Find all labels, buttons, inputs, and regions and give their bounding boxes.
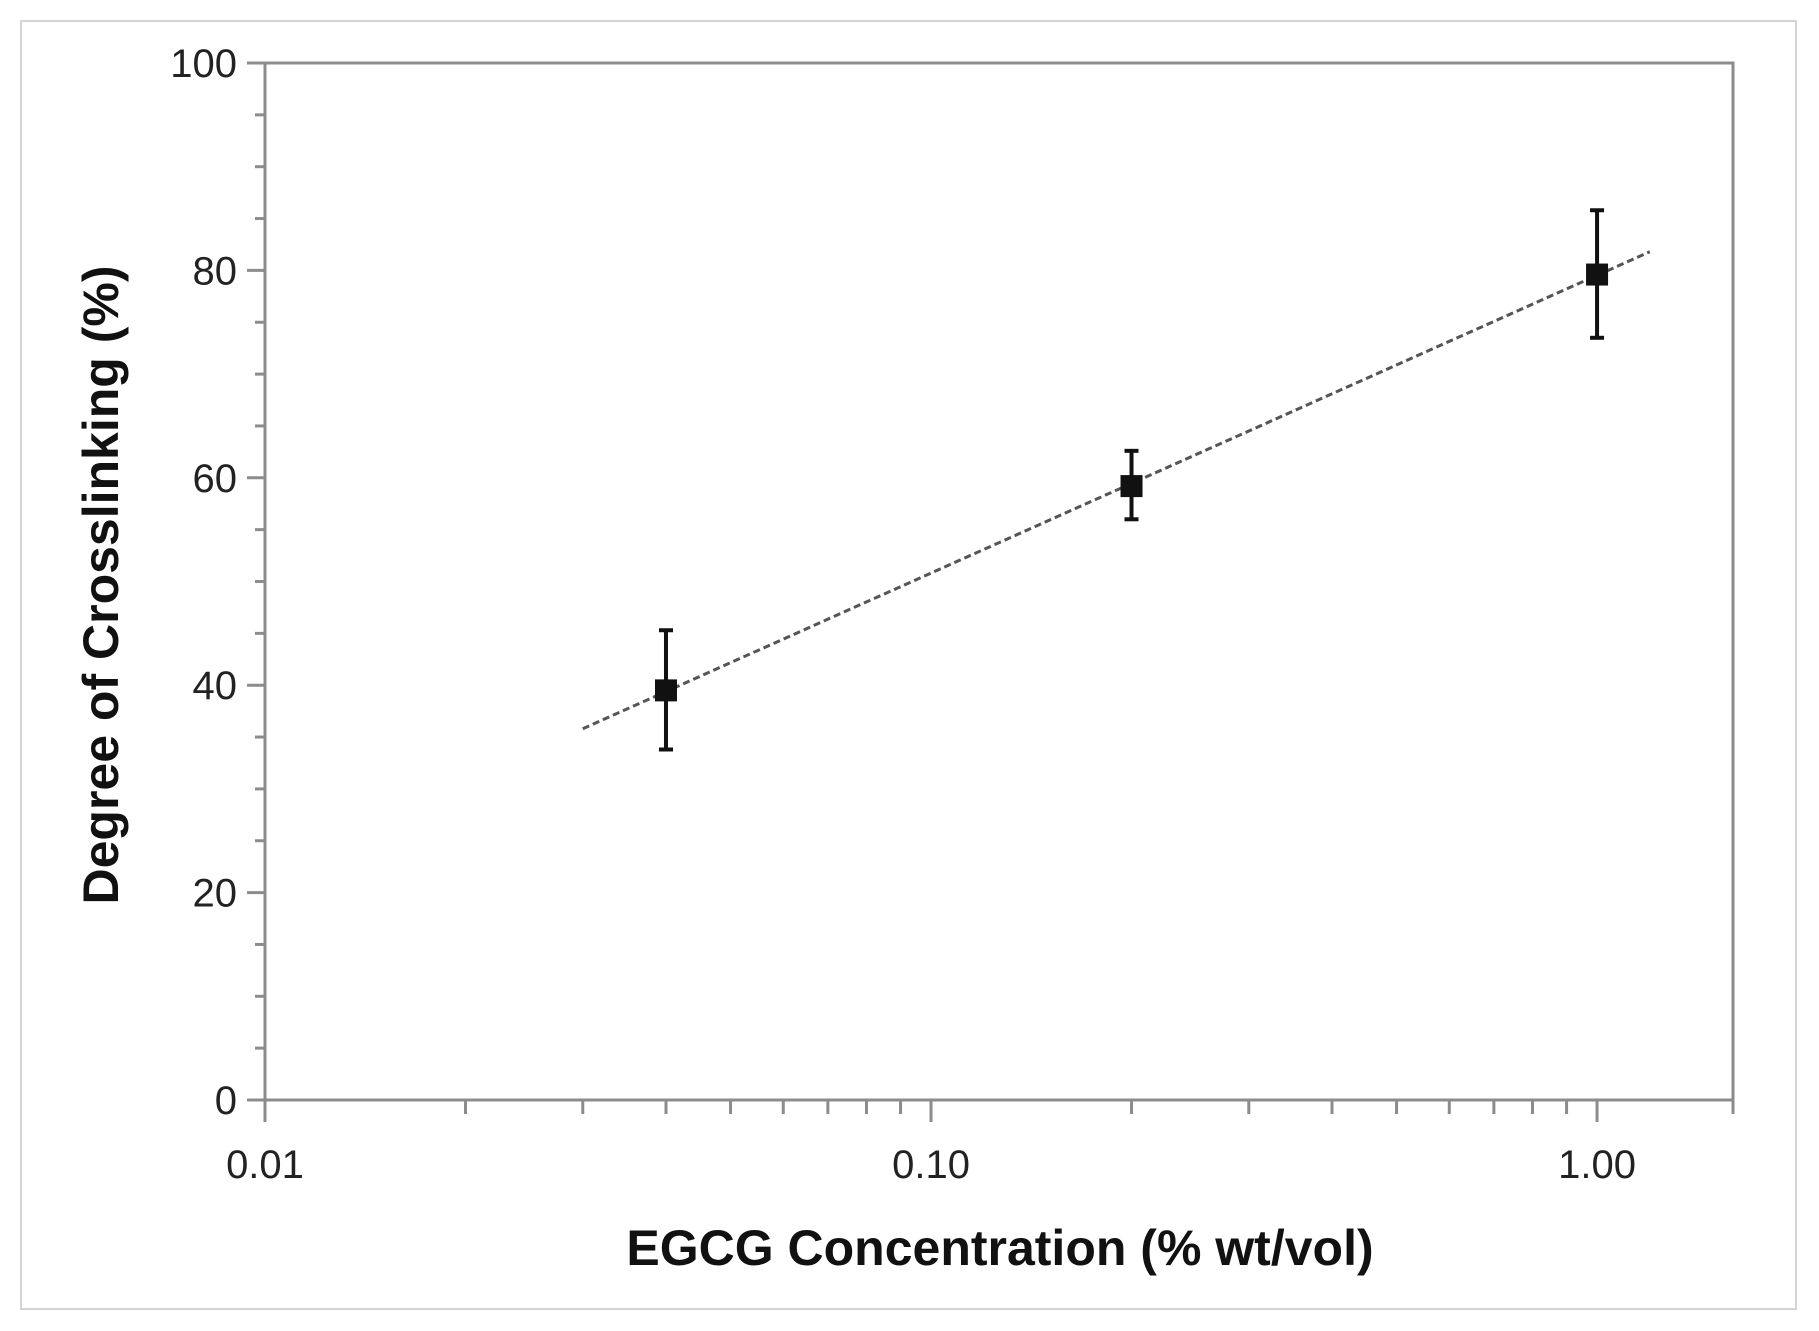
x-tick-label: 0.01 — [226, 1143, 304, 1187]
y-tick-label: 0 — [215, 1079, 237, 1123]
chart-frame — [20, 20, 1797, 1310]
trendline — [582, 250, 1651, 731]
ticks: 0 20 40 60 80 100 0.01 0.10 1.00 — [170, 42, 1735, 1187]
data-point — [1120, 475, 1143, 498]
data-point — [654, 679, 677, 702]
data-points — [654, 208, 1609, 752]
x-tick-label: 1.00 — [1558, 1143, 1636, 1187]
plot-area-border — [263, 61, 1735, 1102]
trendline-layer — [582, 250, 1651, 731]
x-tick-label: 0.10 — [892, 1143, 970, 1187]
axes — [263, 61, 1735, 1102]
data-point — [1586, 263, 1609, 286]
y-tick-label: 80 — [193, 249, 238, 293]
y-tick-label: 40 — [193, 664, 238, 708]
y-tick-label: 60 — [193, 457, 238, 501]
y-tick-label: 20 — [193, 872, 238, 916]
y-tick-label: 100 — [170, 42, 237, 86]
y-axis-title: Degree of Crosslinking (%) — [73, 266, 129, 905]
x-axis-title: EGCG Concentration (% wt/vol) — [626, 1220, 1373, 1276]
